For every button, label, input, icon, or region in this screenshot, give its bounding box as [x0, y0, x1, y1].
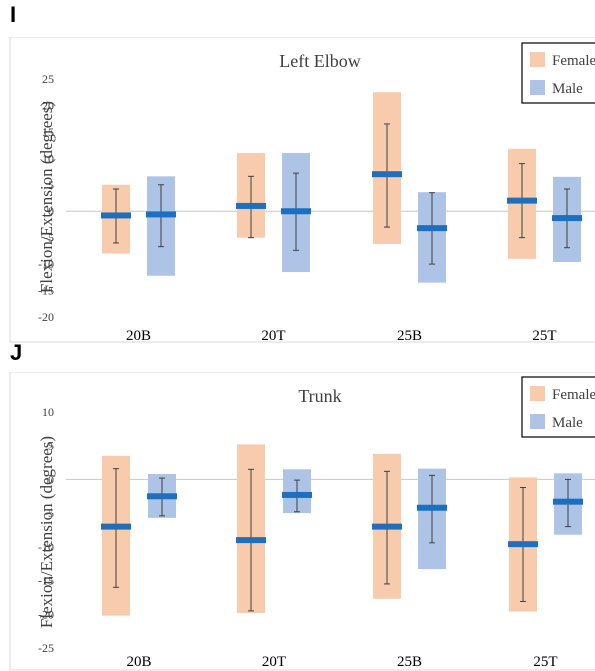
y-axis-label: Flexion/Extension (degrees)	[37, 436, 56, 628]
legend-label: Male	[552, 81, 583, 97]
mean-marker	[507, 197, 537, 204]
mean-marker	[147, 493, 177, 500]
y-tick-label: -10	[38, 540, 54, 554]
mean-marker	[146, 211, 176, 218]
mean-marker	[417, 504, 447, 511]
mean-marker	[101, 212, 131, 219]
y-tick-label: 0	[48, 472, 54, 486]
mean-marker	[281, 208, 311, 215]
category-label: 20T	[261, 328, 285, 344]
category-label: 20B	[126, 654, 151, 670]
category-label: 25B	[397, 654, 422, 670]
chart-title: Trunk	[298, 386, 341, 406]
mean-marker	[553, 498, 583, 505]
mean-marker	[417, 225, 447, 232]
mean-marker	[236, 202, 266, 209]
y-tick-label: -25	[38, 641, 54, 655]
legend-label: Female	[552, 387, 595, 403]
y-tick-label: 5	[48, 178, 54, 192]
mean-marker	[372, 171, 402, 178]
y-tick-label: -20	[38, 607, 54, 621]
chart-trunk: Trunk Flexion/Extension (degrees) 10 5 0 -5 -1…	[9, 372, 595, 671]
category-label: 20B	[126, 328, 151, 344]
y-tick-label: 25	[42, 72, 54, 86]
category-label: 25B	[397, 328, 422, 344]
chart-left-elbow: Left Elbow Flexion/Extension (degrees) 25 2…	[9, 37, 595, 344]
mean-marker	[101, 523, 131, 530]
y-tick-label: -5	[44, 506, 54, 520]
y-axis-label: Flexion/Extension (degrees)	[37, 101, 56, 293]
y-tick-label: -10	[38, 257, 54, 271]
y-tick-label: -5	[44, 231, 54, 245]
legend-label: Female	[552, 53, 595, 69]
panel-letter-i: I	[10, 2, 17, 27]
chart-title: Left Elbow	[279, 51, 360, 71]
y-tick-label: 0	[48, 204, 54, 218]
mean-marker	[372, 523, 402, 530]
legend-label: Male	[552, 415, 583, 431]
y-tick-label: -15	[38, 284, 54, 298]
category-label: 25T	[533, 654, 557, 670]
y-tick-label: -15	[38, 574, 54, 588]
y-tick-label: 20	[42, 98, 54, 112]
y-tick-label: 10	[42, 151, 54, 165]
y-tick-label: 5	[48, 439, 54, 453]
mean-marker	[236, 537, 266, 544]
legend-swatch-female	[530, 52, 545, 67]
y-tick-label: 15	[42, 125, 54, 139]
chart-frame	[9, 372, 595, 671]
mean-marker	[508, 541, 538, 548]
y-tick-label: -20	[38, 310, 54, 324]
panel-letter-j: J	[10, 340, 23, 365]
legend-swatch-male	[530, 414, 545, 429]
legend-swatch-male	[530, 80, 545, 95]
mean-marker	[282, 491, 312, 498]
category-label: 25T	[532, 328, 556, 344]
mean-marker	[552, 215, 582, 222]
legend-swatch-female	[530, 386, 545, 401]
category-label: 20T	[262, 654, 286, 670]
y-tick-label: 10	[42, 405, 54, 419]
